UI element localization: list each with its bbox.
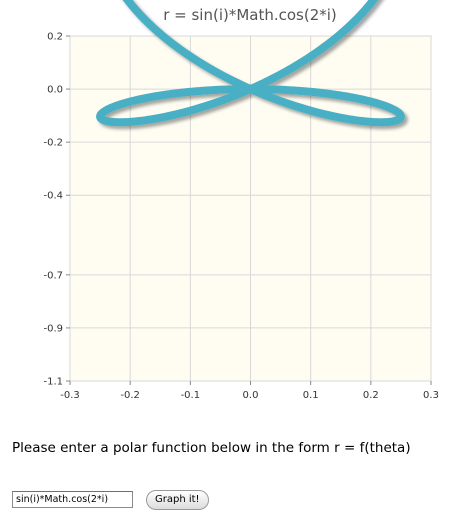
axes: -0.3 -0.2 -0.1 0.0 0.1 0.2 0.3 0.2 0.0 -0.2 -0.4 -0… bbox=[43, 32, 438, 402]
graph-it-button[interactable]: Graph it! bbox=[146, 490, 209, 510]
x-tick-label: 0.0 bbox=[243, 390, 259, 401]
x-tick-label: -0.3 bbox=[60, 390, 80, 401]
polar-curve bbox=[96, 0, 405, 127]
x-tick-label: 0.1 bbox=[303, 390, 319, 401]
y-tick-label: -0.4 bbox=[43, 191, 63, 202]
function-input[interactable] bbox=[12, 491, 133, 508]
y-tick-label: 0.0 bbox=[47, 85, 63, 96]
y-tick-label: -0.7 bbox=[43, 270, 63, 281]
polar-plot: r = sin(i)*Math.cos(2*i) -0.3 -0.2 -0.1 0.0… bbox=[43, 0, 439, 402]
x-tick-label: 0.3 bbox=[423, 390, 439, 401]
y-tick-label: 0.2 bbox=[47, 32, 63, 43]
x-tick-label: -0.2 bbox=[120, 390, 140, 401]
y-tick-label: -1.1 bbox=[43, 377, 63, 388]
instruction-text: Please enter a polar function below in t… bbox=[12, 440, 411, 456]
x-tick-label: 0.2 bbox=[363, 390, 379, 401]
y-tick-label: -0.2 bbox=[43, 138, 63, 149]
plot-title: r = sin(i)*Math.cos(2*i) bbox=[163, 6, 337, 24]
y-tick-label: -0.9 bbox=[43, 323, 63, 334]
x-tick-label: -0.1 bbox=[181, 390, 201, 401]
